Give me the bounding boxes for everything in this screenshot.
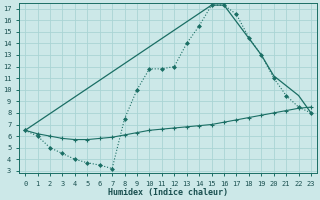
X-axis label: Humidex (Indice chaleur): Humidex (Indice chaleur) — [108, 188, 228, 197]
